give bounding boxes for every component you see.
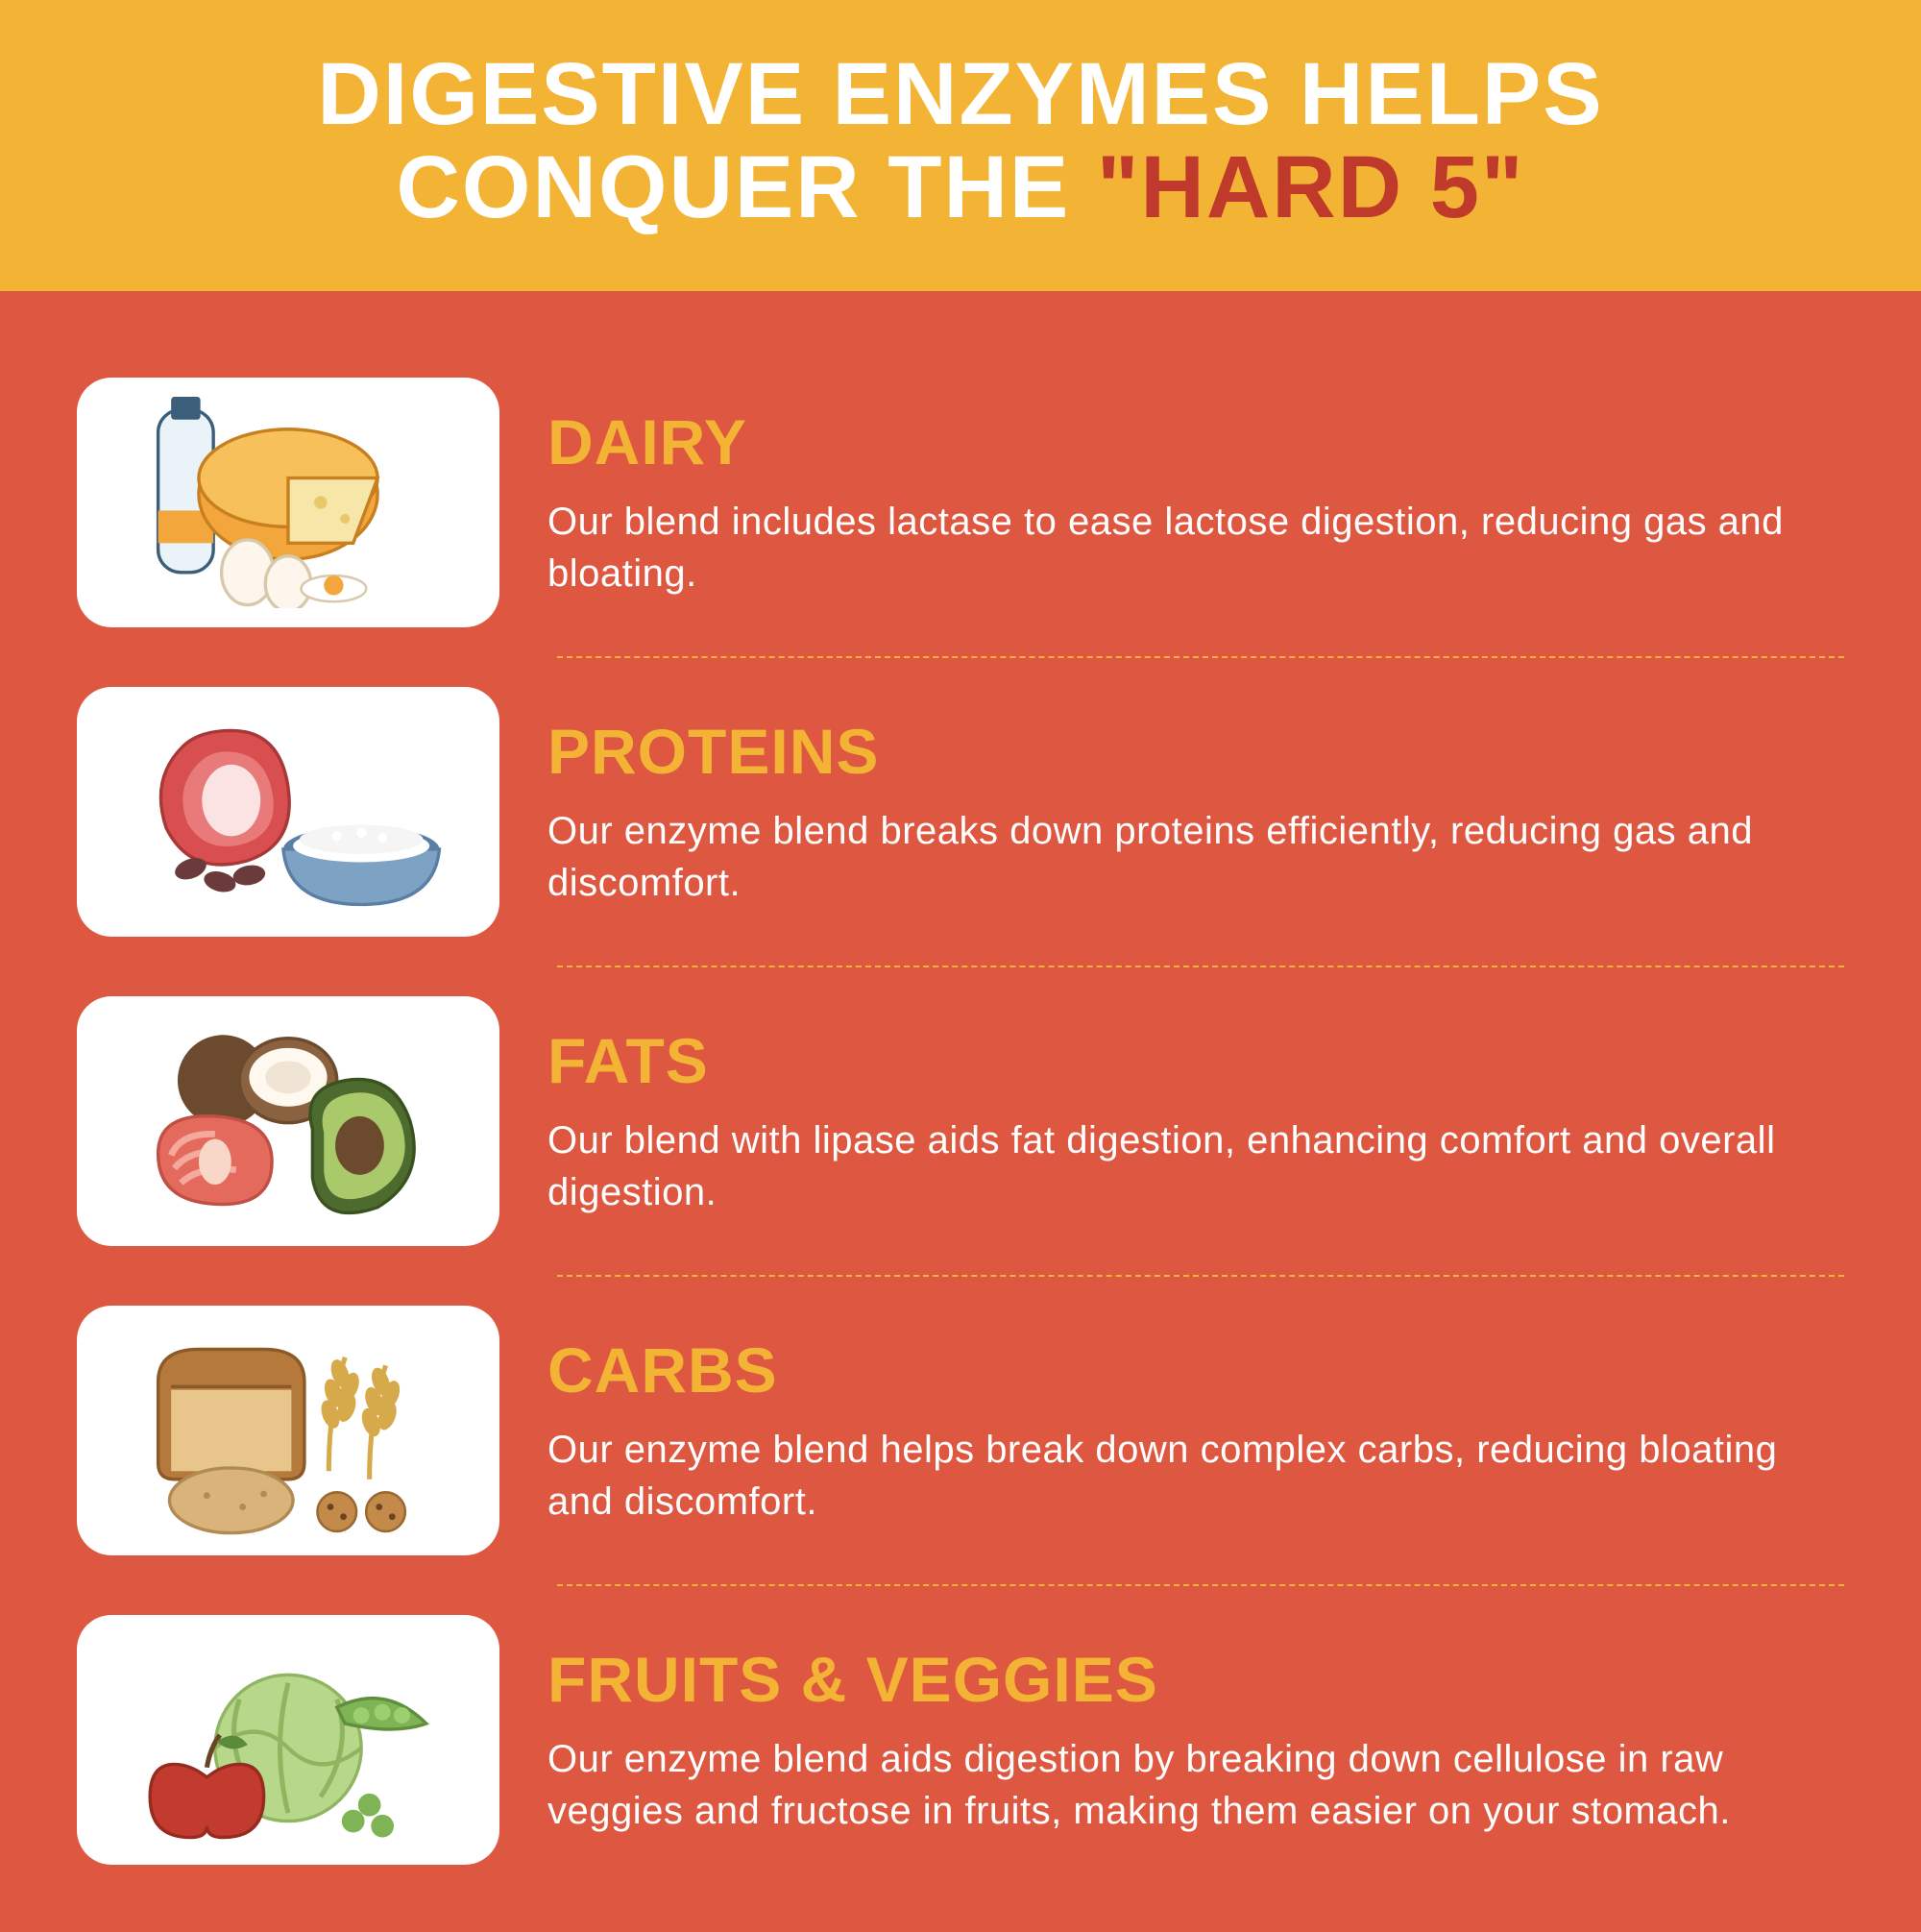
item-description: Our blend includes lactase to ease lacto… xyxy=(547,496,1844,599)
list-item: CARBS Our enzyme blend helps break down … xyxy=(77,1277,1844,1584)
list-item: FATS Our blend with lipase aids fat dige… xyxy=(77,967,1844,1275)
item-text: DAIRY Our blend includes lactase to ease… xyxy=(547,405,1844,599)
title-line1: DIGESTIVE ENZYMES HELPS xyxy=(317,45,1603,143)
list-item: DAIRY Our blend includes lactase to ease… xyxy=(77,349,1844,656)
item-description: Our enzyme blend helps break down comple… xyxy=(547,1424,1844,1528)
item-text: CARBS Our enzyme blend helps break down … xyxy=(547,1333,1844,1528)
item-description: Our enzyme blend breaks down proteins ef… xyxy=(547,805,1844,909)
item-text: FRUITS & VEGGIES Our enzyme blend aids d… xyxy=(547,1643,1844,1837)
item-title: FRUITS & VEGGIES xyxy=(547,1643,1844,1716)
item-title: DAIRY xyxy=(547,405,1844,478)
fats-icon xyxy=(77,996,499,1246)
title-line2-prefix: CONQUER THE xyxy=(396,138,1096,236)
title-line2-accent: "HARD 5" xyxy=(1097,138,1525,236)
item-description: Our enzyme blend aids digestion by break… xyxy=(547,1733,1844,1837)
list-item: FRUITS & VEGGIES Our enzyme blend aids d… xyxy=(77,1586,1844,1894)
items-list: DAIRY Our blend includes lactase to ease… xyxy=(0,291,1921,1932)
item-title: FATS xyxy=(547,1024,1844,1097)
list-item: PROTEINS Our enzyme blend breaks down pr… xyxy=(77,658,1844,966)
proteins-icon xyxy=(77,687,499,937)
item-text: PROTEINS Our enzyme blend breaks down pr… xyxy=(547,715,1844,909)
item-title: CARBS xyxy=(547,1333,1844,1406)
item-description: Our blend with lipase aids fat digestion… xyxy=(547,1114,1844,1218)
item-text: FATS Our blend with lipase aids fat dige… xyxy=(547,1024,1844,1218)
header-banner: DIGESTIVE ENZYMES HELPS CONQUER THE "HAR… xyxy=(0,0,1921,291)
dairy-icon xyxy=(77,378,499,627)
carbs-icon xyxy=(77,1306,499,1555)
fruits-veggies-icon xyxy=(77,1615,499,1865)
page-title: DIGESTIVE ENZYMES HELPS CONQUER THE "HAR… xyxy=(58,48,1863,233)
item-title: PROTEINS xyxy=(547,715,1844,788)
